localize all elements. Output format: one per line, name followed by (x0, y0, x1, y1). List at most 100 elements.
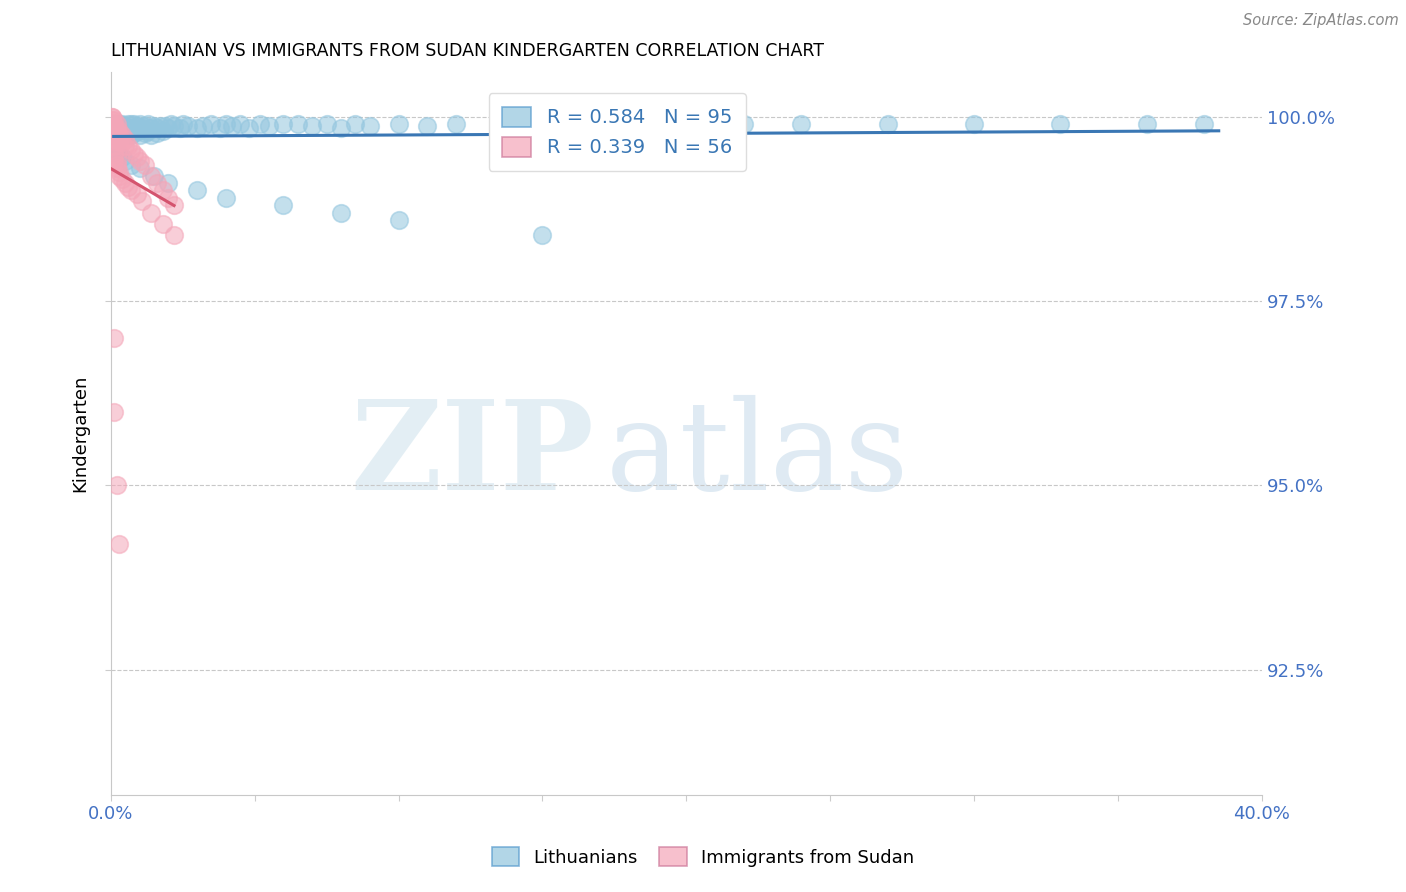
Point (128, 153, 150, 168)
Text: LITHUANIAN VS IMMIGRANTS FROM SUDAN KINDERGARTEN CORRELATION CHART: LITHUANIAN VS IMMIGRANTS FROM SUDAN KIND… (111, 42, 824, 60)
Point (149, 119, 172, 133)
Point (136, 117, 159, 131)
Point (105, 128, 128, 142)
Point (103, 120, 125, 135)
Point (108, 537, 131, 551)
Point (111, 128, 134, 142)
Point (101, 110, 124, 124)
Point (177, 119, 200, 133)
Point (131, 120, 153, 135)
Point (105, 132, 128, 146)
Point (157, 176, 180, 190)
Point (169, 120, 191, 135)
Point (103, 146, 125, 161)
Point (103, 139, 125, 153)
Point (172, 117, 194, 131)
Point (157, 120, 180, 135)
Point (315, 117, 337, 131)
Point (103, 117, 125, 131)
Point (120, 183, 142, 197)
Point (139, 120, 162, 135)
Point (105, 120, 128, 135)
Text: atlas: atlas (606, 395, 910, 516)
Legend: R = 0.584   N = 95, R = 0.339   N = 56: R = 0.584 N = 95, R = 0.339 N = 56 (489, 93, 747, 171)
Point (117, 179, 139, 194)
Point (103, 113, 125, 128)
Point (1136, 117, 1159, 131)
Point (125, 124, 148, 138)
Point (330, 205, 353, 219)
Point (103, 124, 125, 138)
Point (114, 132, 136, 146)
Point (416, 119, 439, 133)
Point (105, 478, 128, 492)
Point (120, 123, 142, 137)
Point (139, 128, 162, 142)
Point (209, 120, 232, 135)
Point (105, 161, 128, 176)
Point (502, 117, 524, 131)
Point (344, 117, 367, 131)
Point (122, 146, 145, 161)
Point (111, 136, 134, 150)
Text: Source: ZipAtlas.com: Source: ZipAtlas.com (1243, 13, 1399, 29)
Point (103, 117, 125, 131)
Point (114, 153, 136, 168)
Point (114, 128, 136, 142)
Point (114, 119, 136, 133)
Point (114, 176, 136, 190)
Point (128, 128, 150, 142)
Point (111, 120, 134, 135)
Point (146, 126, 169, 140)
Point (105, 128, 128, 142)
Point (101, 117, 124, 131)
Point (444, 117, 467, 131)
Point (215, 117, 238, 131)
Point (273, 198, 295, 212)
Point (103, 150, 125, 164)
Point (215, 191, 238, 205)
Point (111, 128, 134, 142)
Point (273, 117, 295, 131)
Point (105, 124, 128, 138)
Point (163, 227, 186, 242)
Point (142, 169, 165, 183)
Point (120, 143, 142, 157)
Point (139, 169, 162, 183)
Point (152, 124, 174, 138)
Point (790, 117, 813, 131)
Point (105, 143, 128, 157)
Point (359, 119, 381, 133)
Point (146, 176, 169, 190)
Point (249, 117, 271, 131)
Point (122, 121, 145, 136)
Point (155, 119, 177, 133)
Point (163, 119, 186, 133)
Point (142, 119, 165, 133)
Point (163, 198, 186, 212)
Point (186, 183, 208, 197)
Point (152, 183, 174, 197)
Point (108, 169, 131, 183)
Point (108, 124, 131, 138)
Point (157, 191, 180, 205)
Point (876, 117, 898, 131)
Point (103, 404, 125, 418)
Point (139, 205, 162, 219)
Point (152, 217, 174, 231)
Point (111, 172, 134, 186)
Point (103, 331, 125, 345)
Point (1194, 117, 1216, 131)
Point (117, 139, 139, 153)
Point (387, 213, 409, 227)
Point (105, 117, 128, 131)
Point (100, 110, 122, 124)
Point (617, 117, 640, 131)
Point (125, 119, 148, 133)
Point (120, 128, 142, 142)
Point (238, 120, 260, 135)
Point (103, 120, 125, 135)
Point (103, 136, 125, 150)
Point (108, 128, 131, 142)
Point (105, 120, 128, 135)
